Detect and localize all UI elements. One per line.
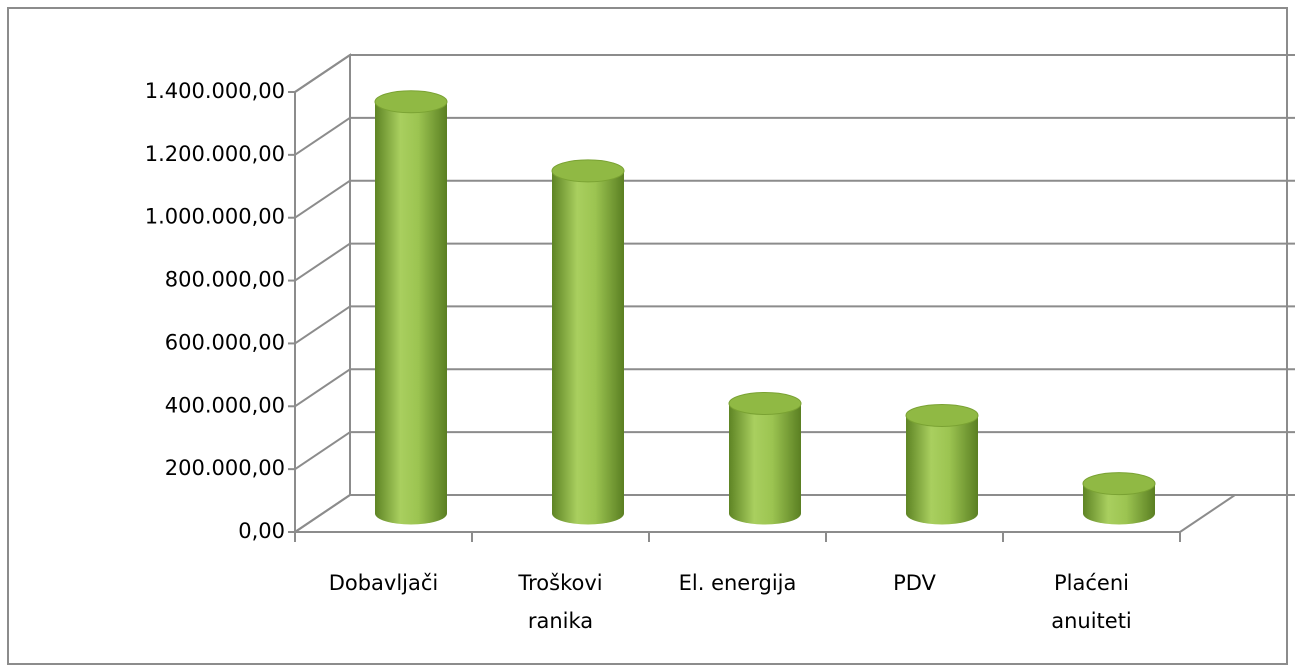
side-grid-line xyxy=(294,368,351,408)
x-tick-label: PDV xyxy=(893,571,936,595)
bar-body xyxy=(1083,483,1155,525)
y-tick-label: 600.000,00 xyxy=(165,330,285,354)
bar xyxy=(728,392,802,525)
y-tick-label: 800.000,00 xyxy=(165,268,285,292)
x-tick-label: Troškovi ranika xyxy=(517,571,602,633)
bar-top xyxy=(1082,472,1156,496)
side-grid-line xyxy=(294,117,351,156)
x-tick-label: Plaćeni anuiteti xyxy=(1051,571,1132,633)
y-tick-label: 1.400.000,00 xyxy=(145,79,285,103)
bar-top xyxy=(905,403,979,427)
x-tick-label: El. energija xyxy=(679,571,797,595)
side-grid-line xyxy=(294,431,351,470)
bar xyxy=(1082,472,1156,525)
bar xyxy=(374,90,448,525)
side-grid-line xyxy=(294,494,351,533)
bar-top xyxy=(728,392,802,415)
y-tick-label: 400.000,00 xyxy=(165,393,285,417)
bar-body xyxy=(375,101,447,525)
side-grid-line xyxy=(294,54,351,93)
y-tick-label: 1.200.000,00 xyxy=(145,142,285,166)
x-tick-label: Dobavljači xyxy=(329,571,439,595)
bar-top xyxy=(374,90,448,114)
bar xyxy=(905,403,979,525)
bar-top xyxy=(551,159,625,183)
y-tick-label: 0,00 xyxy=(238,519,285,543)
side-grid-line xyxy=(294,242,351,282)
bar xyxy=(551,159,625,525)
y-tick-label: 200.000,00 xyxy=(165,456,285,480)
bar-body xyxy=(906,415,978,525)
side-grid-line xyxy=(294,179,351,219)
bar-body xyxy=(729,403,801,525)
side-grid-line xyxy=(294,305,351,345)
bar-body xyxy=(552,170,624,525)
y-tick-label: 1.000.000,00 xyxy=(145,205,285,229)
